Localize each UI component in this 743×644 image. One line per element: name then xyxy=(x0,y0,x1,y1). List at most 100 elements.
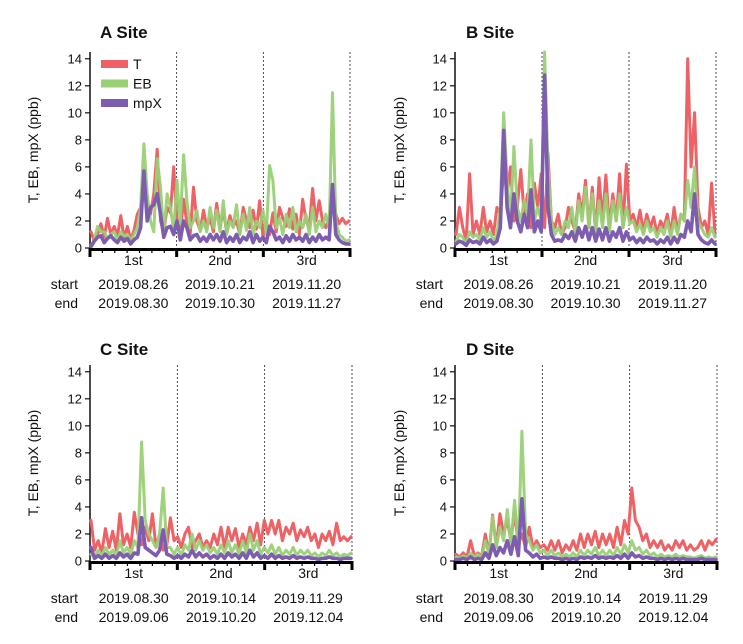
period-end-date: 2019.08.30 xyxy=(98,295,168,311)
period-end-date: 2019.10.20 xyxy=(186,609,256,625)
period-end-date: 2019.10.30 xyxy=(185,295,255,311)
period-label: 2nd xyxy=(209,565,232,581)
period-label: 3rd xyxy=(663,565,683,581)
series-line-mpx xyxy=(89,169,351,249)
y-tick-label: 6 xyxy=(440,472,447,487)
period-label: 2nd xyxy=(574,252,597,268)
y-axis: 0 2 4 6 8 10 12 14 xyxy=(433,51,456,256)
y-axis: 0 2 4 6 8 10 12 14 xyxy=(68,364,91,569)
period-label: 2nd xyxy=(208,252,231,268)
y-tick-label: 10 xyxy=(68,105,82,120)
y-tick-label: 10 xyxy=(433,105,447,120)
period-label: 1st xyxy=(124,252,143,268)
y-tick-label: 12 xyxy=(433,78,447,93)
y-tick-label: 0 xyxy=(75,241,82,256)
period-end-date: 2019.12.04 xyxy=(273,609,343,625)
period-label: 1st xyxy=(489,252,508,268)
y-tick-label: 14 xyxy=(433,364,447,379)
panel-d-site: D Site T, EB, mpX (ppb) 0 2 4 6 8 10 12 14 start en… xyxy=(391,340,719,625)
y-tick-label: 14 xyxy=(68,51,82,66)
y-tick-label: 10 xyxy=(68,418,82,433)
period-end-date: 2019.09.06 xyxy=(464,609,534,625)
y-tick-label: 0 xyxy=(440,241,447,256)
period-start-date: 2019.10.14 xyxy=(186,590,256,606)
panel-c-site: C Site T, EB, mpX (ppb) 0 2 4 6 8 10 12 14 start en… xyxy=(25,340,354,625)
row-label-end: end xyxy=(55,609,78,625)
y-tick-label: 6 xyxy=(75,472,82,487)
y-tick-label: 8 xyxy=(440,132,447,147)
period-label: 3rd xyxy=(297,252,317,268)
period-start-date: 2019.08.30 xyxy=(99,590,169,606)
panel-title: B Site xyxy=(466,23,514,42)
period-start-date: 2019.11.29 xyxy=(639,590,708,606)
y-tick-label: 4 xyxy=(440,186,447,201)
legend-label-eb: EB xyxy=(133,76,152,92)
y-axis-label: T, EB, mpX (ppb) xyxy=(391,410,407,517)
panel-b-site: B Site T, EB, mpX (ppb) 0 2 4 6 8 10 12 14 start en… xyxy=(391,23,718,311)
y-tick-label: 6 xyxy=(440,159,447,174)
y-tick-label: 14 xyxy=(433,51,447,66)
row-label-start: start xyxy=(416,276,443,292)
y-tick-label: 2 xyxy=(440,213,447,228)
period-label: 1st xyxy=(489,565,508,581)
y-tick-label: 4 xyxy=(75,499,82,514)
period-end-date: 2019.08.30 xyxy=(463,295,533,311)
y-tick-label: 0 xyxy=(75,554,82,569)
y-tick-label: 2 xyxy=(75,213,82,228)
y-tick-label: 12 xyxy=(68,391,82,406)
y-tick-label: 8 xyxy=(440,445,447,460)
row-label-end: end xyxy=(420,295,443,311)
panel-a-site: A Site T, EB, mpX (ppb) 0 2 4 6 8 10 12 14 start en… xyxy=(25,23,352,311)
y-axis-label: T, EB, mpX (ppb) xyxy=(391,97,407,204)
period-start-date: 2019.11.20 xyxy=(272,276,341,292)
panel-title: A Site xyxy=(100,23,148,42)
y-tick-label: 10 xyxy=(433,418,447,433)
period-start-date: 2019.08.26 xyxy=(98,276,168,292)
y-tick-label: 4 xyxy=(440,499,447,514)
y-tick-label: 2 xyxy=(75,526,82,541)
period-end-date: 2019.10.20 xyxy=(551,609,621,625)
row-label-end: end xyxy=(55,295,78,311)
y-tick-label: 2 xyxy=(440,526,447,541)
y-tick-label: 8 xyxy=(75,132,82,147)
y-axis-label: T, EB, mpX (ppb) xyxy=(25,410,41,517)
period-end-date: 2019.11.27 xyxy=(272,295,341,311)
x-axis xyxy=(88,561,354,570)
period-end-date: 2019.09.06 xyxy=(99,609,169,625)
period-end-date: 2019.12.04 xyxy=(638,609,708,625)
series-line-t xyxy=(454,486,718,559)
period-label: 3rd xyxy=(662,252,682,268)
y-tick-label: 12 xyxy=(68,78,82,93)
period-start-date: 2019.08.26 xyxy=(463,276,533,292)
y-tick-label: 14 xyxy=(68,364,82,379)
x-axis xyxy=(88,248,352,257)
period-start-date: 2019.10.21 xyxy=(185,276,255,292)
series-line-eb xyxy=(89,440,353,559)
period-end-date: 2019.11.27 xyxy=(638,295,707,311)
series-line-mpx xyxy=(454,73,717,248)
y-tick-label: 12 xyxy=(433,391,447,406)
legend-label-mpx: mpX xyxy=(133,95,162,111)
period-start-date: 2019.11.29 xyxy=(274,590,343,606)
period-start-date: 2019.11.20 xyxy=(638,276,707,292)
y-tick-label: 4 xyxy=(75,186,82,201)
y-tick-label: 6 xyxy=(75,159,82,174)
y-tick-label: 8 xyxy=(75,445,82,460)
row-label-start: start xyxy=(51,590,78,606)
series-line-mpx xyxy=(454,496,718,562)
period-label: 2nd xyxy=(574,565,597,581)
series-line-eb xyxy=(454,429,718,560)
x-axis xyxy=(453,248,718,257)
x-axis xyxy=(453,561,719,570)
legend-label-t: T xyxy=(133,56,142,72)
row-label-start: start xyxy=(416,590,443,606)
series-line-eb xyxy=(89,91,351,247)
y-tick-label: 0 xyxy=(440,554,447,569)
legend: T EB mpX xyxy=(101,56,162,111)
period-label: 3rd xyxy=(298,565,318,581)
period-start-date: 2019.10.21 xyxy=(550,276,620,292)
row-label-end: end xyxy=(420,609,443,625)
y-axis: 0 2 4 6 8 10 12 14 xyxy=(433,364,456,569)
row-label-start: start xyxy=(51,276,78,292)
y-axis-label: T, EB, mpX (ppb) xyxy=(25,97,41,204)
